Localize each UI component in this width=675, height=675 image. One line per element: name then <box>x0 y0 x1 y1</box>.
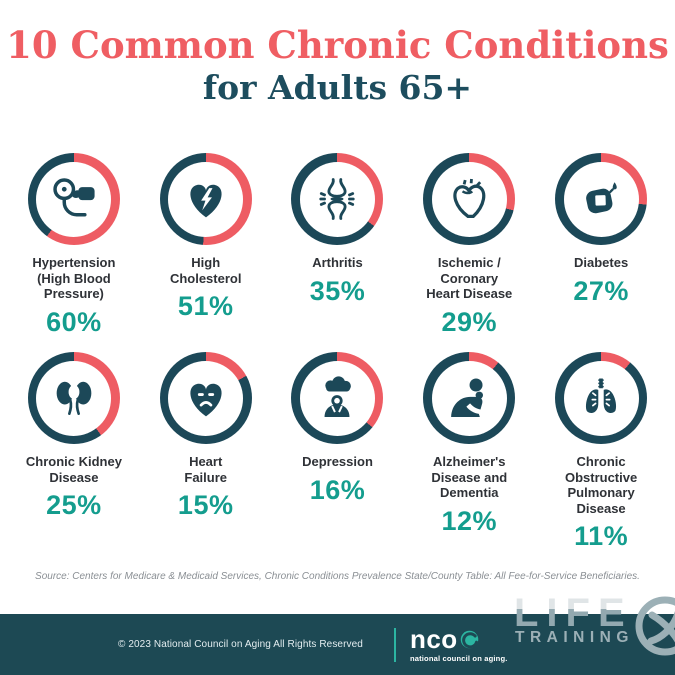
condition-label: Ischemic / Coronary Heart Disease <box>426 255 513 302</box>
donut-ring-heart-failure <box>159 352 252 445</box>
donut-ring-arthritis <box>291 153 384 246</box>
condition-label: Chronic Obstructive Pulmonary Disease <box>564 454 638 516</box>
condition-percentage: 12% <box>441 505 498 536</box>
condition-label: Heart Failure <box>184 454 227 485</box>
watermark-circle-logo-icon <box>633 594 675 658</box>
page-title-line2: for Adults 65+ <box>202 67 473 107</box>
condition-percentage: 25% <box>46 490 102 521</box>
lungs-icon <box>575 372 627 424</box>
sad-heart-icon <box>180 372 232 424</box>
copyright-text: © 2023 National Council on Aging All Rig… <box>118 639 363 650</box>
condition-card-alzheimers-dementia: Alzheimer's Disease and Dementia 12% <box>403 352 535 550</box>
donut-ring-kidney <box>27 352 120 445</box>
joint-icon <box>311 173 363 225</box>
condition-card-high-cholesterol: High Cholesterol 51% <box>140 153 272 336</box>
broken-heart-bolt-icon <box>180 173 232 225</box>
condition-percentage: 16% <box>309 474 366 505</box>
condition-label: Alzheimer's Disease and Dementia <box>431 454 508 501</box>
person-under-cloud-icon <box>311 372 363 424</box>
conditions-grid: Hypertension (High Blood Pressure) 60% H… <box>0 153 675 550</box>
condition-card-arthritis: Arthritis 35% <box>272 153 404 336</box>
condition-label: High Cholesterol <box>169 255 242 286</box>
donut-ring-copd <box>555 352 648 445</box>
condition-percentage: 15% <box>177 490 234 521</box>
watermark-life-text: LIFE <box>514 591 633 635</box>
condition-card-diabetes: Diabetes 27% <box>535 153 667 336</box>
donut-ring-depression <box>291 352 384 445</box>
ncoa-logo-a-swirl-icon <box>459 629 480 650</box>
blood-pressure-monitor-icon <box>48 173 100 225</box>
donut-ring-ischemic <box>423 153 516 246</box>
condition-card-depression: Depression 16% <box>272 352 404 550</box>
condition-percentage: 51% <box>177 291 234 322</box>
source-citation: Source: Centers for Medicare & Medicaid … <box>35 571 640 582</box>
donut-ring-high-cholesterol <box>159 153 252 246</box>
footer-divider <box>393 627 396 662</box>
condition-card-ischemic-heart-disease: Ischemic / Coronary Heart Disease 29% <box>403 153 535 336</box>
condition-percentage: 27% <box>573 275 629 306</box>
condition-label: Arthritis <box>312 255 363 271</box>
condition-percentage: 35% <box>309 275 366 306</box>
page-title-line1: 10 Common Chronic Conditions <box>6 23 669 67</box>
donut-ring-hypertension <box>27 153 120 246</box>
ncoa-logo-text: nco <box>409 624 458 654</box>
title-block: 10 Common Chronic Conditions for Adults … <box>0 0 675 107</box>
condition-label: Chronic Kidney Disease <box>25 454 122 485</box>
condition-card-heart-failure: Heart Failure 15% <box>140 352 272 550</box>
glucose-meter-icon <box>575 173 627 225</box>
person-thinking-icon <box>443 372 495 424</box>
footer-bar: © 2023 National Council on Aging All Rig… <box>0 614 675 675</box>
ncoa-logo-subtext: national council on aging. <box>409 654 508 663</box>
condition-label: Depression <box>302 454 373 470</box>
donut-ring-diabetes <box>555 153 648 246</box>
condition-percentage: 11% <box>574 521 629 552</box>
condition-label: Diabetes <box>573 255 629 271</box>
condition-percentage: 60% <box>46 307 102 338</box>
anatomical-heart-icon <box>443 173 495 225</box>
ncoa-logo: nco national council on aging. <box>410 626 508 663</box>
watermark-training-text: TRAINING <box>515 629 634 646</box>
condition-card-copd: Chronic Obstructive Pulmonary Disease 11… <box>535 352 667 550</box>
condition-card-chronic-kidney-disease: Chronic Kidney Disease 25% <box>8 352 140 550</box>
condition-card-hypertension: Hypertension (High Blood Pressure) 60% <box>8 153 140 336</box>
condition-percentage: 29% <box>441 307 498 338</box>
kidneys-icon <box>48 372 100 424</box>
donut-ring-alzheimers <box>423 352 516 445</box>
condition-label: Hypertension (High Blood Pressure) <box>32 255 116 302</box>
